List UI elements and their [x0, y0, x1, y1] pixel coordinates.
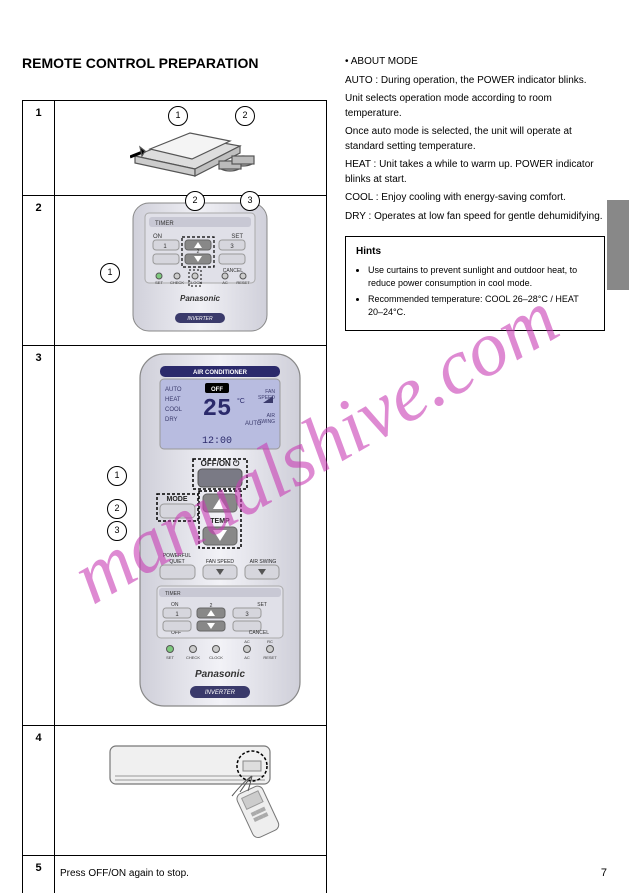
svg-text:CANCEL: CANCEL	[249, 630, 270, 636]
remote-clock-panel: TIMER ON 1 SET 3 OFF	[125, 201, 275, 336]
svg-text:AC: AC	[244, 655, 250, 660]
note-line: HEAT : Unit takes a while to warm up. PO…	[345, 158, 605, 187]
steps-table: 1	[22, 100, 327, 893]
hint-item: Use curtains to prevent sunlight and out…	[368, 264, 594, 290]
svg-text:CHECK: CHECK	[170, 280, 184, 285]
svg-text:CHECK: CHECK	[186, 655, 200, 660]
note-line: Once auto mode is selected, the unit wil…	[345, 125, 605, 154]
battery-illustration: 1 2	[130, 111, 260, 181]
svg-text:RESET: RESET	[236, 280, 250, 285]
svg-text:AIR SWING: AIR SWING	[250, 559, 277, 565]
svg-text:AUTO: AUTO	[165, 387, 182, 393]
callout-2: 2	[235, 106, 255, 126]
notes-column: • ABOUT MODE AUTO : During operation, th…	[345, 55, 605, 331]
svg-text:12:00: 12:00	[202, 436, 232, 447]
indoor-unit-illustration	[105, 736, 305, 846]
step-number: 1	[35, 107, 41, 119]
table-row: 3 AIR CONDITIONER	[22, 345, 327, 725]
remote-full-illustration: AIR CONDITIONER OFF AUTO HEAT COOL DRY 2…	[135, 351, 305, 711]
svg-text:INVERTER: INVERTER	[187, 316, 213, 322]
callout-2: 2	[107, 499, 127, 519]
svg-text:CLOCK: CLOCK	[209, 655, 223, 660]
note-line: Unit selects operation mode according to…	[345, 92, 605, 121]
svg-text:DRY: DRY	[165, 417, 178, 423]
svg-text:COOL: COOL	[165, 407, 183, 413]
svg-text:SET: SET	[231, 234, 243, 240]
svg-text:ON: ON	[171, 602, 179, 608]
timer-label: TIMER	[155, 221, 174, 227]
svg-text:SET: SET	[166, 655, 174, 660]
section-title: REMOTE CONTROL PREPARATION	[22, 55, 258, 71]
svg-text:MODE: MODE	[167, 496, 188, 503]
note-line: AUTO : During operation, the POWER indic…	[345, 74, 605, 89]
svg-text:OFF/ON ⏻: OFF/ON ⏻	[201, 459, 240, 468]
svg-text:AC: AC	[244, 639, 250, 644]
hints-box: Hints Use curtains to prevent sunlight a…	[345, 236, 605, 331]
callout-1: 1	[168, 106, 188, 126]
page-number: 7	[601, 867, 607, 879]
note-line: DRY : Operates at low fan speed for gent…	[345, 210, 605, 225]
table-row: 1	[22, 100, 327, 195]
svg-text:Panasonic: Panasonic	[195, 669, 245, 680]
table-row: 4	[22, 725, 327, 855]
svg-text:2: 2	[210, 603, 213, 609]
svg-text:HEAT: HEAT	[165, 397, 181, 403]
svg-text:°C: °C	[237, 397, 245, 405]
svg-text:OFF: OFF	[211, 387, 223, 393]
svg-text:25: 25	[203, 396, 232, 423]
svg-text:TIMER: TIMER	[165, 591, 181, 597]
step-text: Press OFF/ON again to stop.	[60, 861, 321, 880]
table-row: 5 Press OFF/ON again to stop.	[22, 855, 327, 893]
svg-text:ON: ON	[153, 234, 162, 240]
step-number: 3	[35, 352, 41, 364]
svg-text:CLOCK: CLOCK	[188, 280, 202, 285]
svg-text:AC: AC	[222, 280, 228, 285]
svg-text:INVERTER: INVERTER	[205, 690, 236, 696]
svg-text:SET: SET	[257, 602, 267, 608]
svg-text:RC: RC	[267, 639, 273, 644]
svg-text:FAN SPEED: FAN SPEED	[206, 559, 234, 565]
callout-1: 1	[100, 263, 120, 283]
step-number: 5	[35, 862, 41, 874]
svg-text:QUIET: QUIET	[169, 559, 184, 565]
svg-text:2: 2	[197, 249, 200, 255]
callout-3: 3	[240, 191, 260, 211]
note-line: • ABOUT MODE	[345, 55, 605, 70]
svg-text:SWING: SWING	[258, 419, 275, 425]
callout-2: 2	[185, 191, 205, 211]
hint-item: Recommended temperature: COOL 26–28°C / …	[368, 293, 594, 319]
svg-text:SET: SET	[155, 280, 163, 285]
table-row: 2 TIMER ON	[22, 195, 327, 345]
side-tab	[607, 200, 629, 290]
callout-3: 3	[107, 521, 127, 541]
step-number: 2	[35, 202, 41, 214]
svg-text:Panasonic: Panasonic	[180, 294, 221, 303]
svg-text:TEMP: TEMP	[210, 518, 230, 525]
svg-text:RESET: RESET	[263, 655, 277, 660]
note-line: COOL : Enjoy cooling with energy-saving …	[345, 191, 605, 206]
hints-title: Hints	[356, 245, 594, 260]
svg-text:AIR CONDITIONER: AIR CONDITIONER	[193, 370, 248, 376]
callout-1: 1	[107, 466, 127, 486]
step-number: 4	[35, 732, 41, 744]
